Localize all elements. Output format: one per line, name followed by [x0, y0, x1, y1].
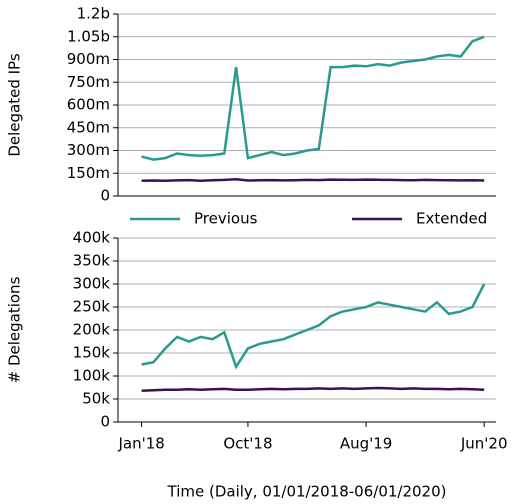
- y-tick-label: 50k: [82, 390, 110, 408]
- y-tick-label: 900m: [67, 50, 110, 68]
- y-tick-label: 300m: [67, 141, 110, 159]
- y-tick-label: 0: [100, 187, 110, 205]
- line-series: [141, 35, 485, 161]
- y-tick-label: 750m: [67, 73, 110, 91]
- x-tick-label: Oct'18: [223, 435, 272, 453]
- line-series: [141, 283, 486, 370]
- y-tick-label: 300k: [73, 275, 111, 293]
- y-tick-label: 400k: [73, 229, 111, 247]
- y-tick-label: 150m: [67, 164, 110, 182]
- y-tick-label: 1.05b: [67, 27, 110, 45]
- y-tick-label: 200k: [73, 321, 111, 339]
- y-tick-label: 100k: [73, 367, 111, 385]
- y-tick-label: 350k: [73, 252, 111, 270]
- y-tick-label: 0: [100, 413, 110, 431]
- x-tick-label: Jun'20: [460, 435, 508, 453]
- y-tick-label: 250k: [73, 298, 111, 316]
- legend-label: Previous: [194, 210, 258, 228]
- y-tick-label: 450m: [67, 118, 110, 136]
- legend-label: Extended: [416, 210, 487, 228]
- y-tick-label: 600m: [67, 96, 110, 114]
- line-series: [141, 386, 485, 392]
- y-tick-label: 1.2b: [77, 5, 110, 23]
- x-tick-label: Jan'18: [117, 435, 164, 453]
- line-series: [141, 178, 485, 183]
- x-tick-label: Aug'19: [340, 435, 393, 453]
- y-axis-label: Delegated IPs: [6, 53, 24, 156]
- y-tick-label: 150k: [73, 344, 111, 362]
- y-axis-label: # Delegations: [6, 276, 24, 383]
- x-axis-label: Time (Daily, 01/01/2018-06/01/2020): [167, 483, 447, 501]
